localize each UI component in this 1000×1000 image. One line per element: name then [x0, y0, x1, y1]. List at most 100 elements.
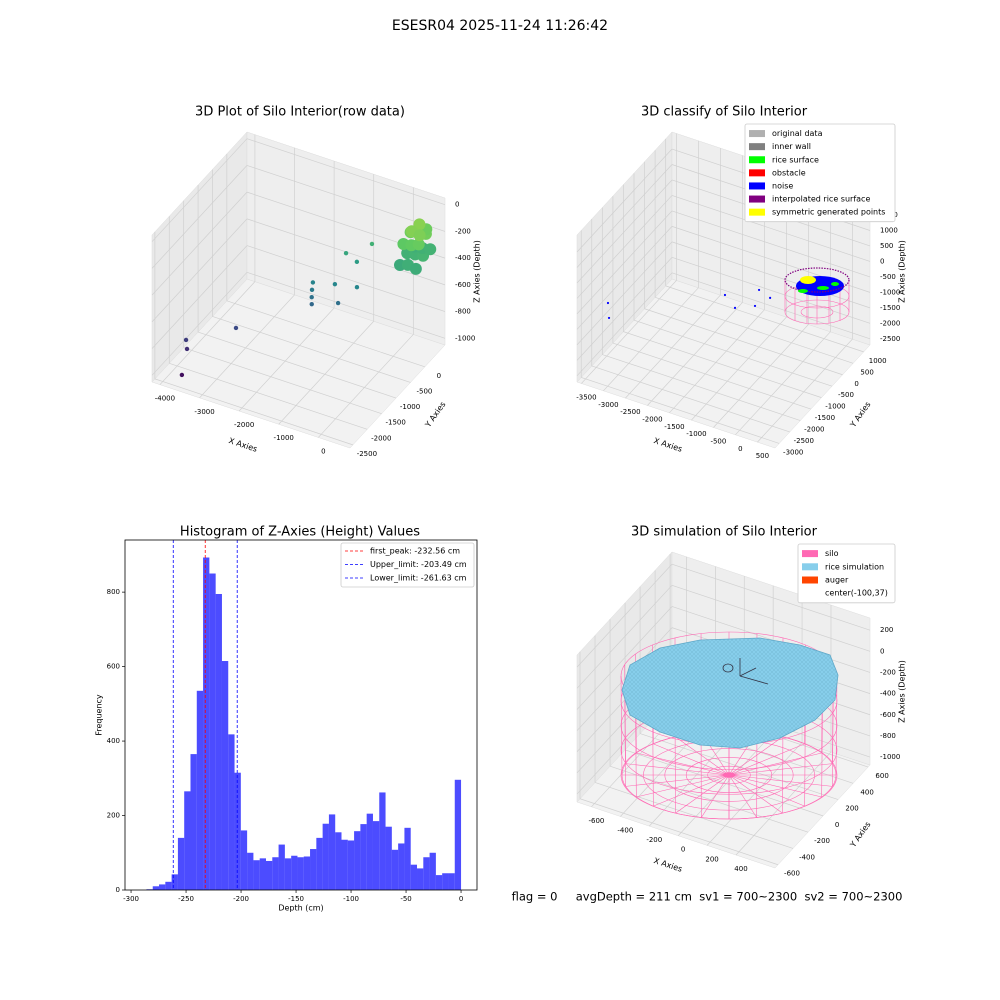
z-tick-label: -400 — [455, 254, 471, 262]
y-tick-label: -2000 — [371, 434, 391, 442]
y-tick-label: -200 — [814, 837, 830, 845]
grid-line — [576, 210, 673, 315]
y-tick-label: 1000 — [869, 357, 887, 365]
grid-line — [576, 563, 673, 668]
point — [332, 281, 338, 287]
legend-swatch — [802, 576, 818, 584]
legend-label: rice simulation — [825, 562, 884, 571]
decoration — [728, 774, 783, 814]
bar — [171, 874, 178, 890]
grid-line — [576, 627, 673, 731]
annotation: flag = 0 avgDepth = 211 cm sv1 = 700~230… — [512, 890, 903, 904]
bar — [404, 827, 411, 890]
y-tick-label: -1000 — [825, 403, 845, 411]
decoration — [621, 637, 839, 749]
bar — [196, 690, 204, 890]
y-tick-label: 400 — [107, 737, 120, 745]
y-tick-label: -400 — [799, 853, 815, 861]
decoration — [797, 543, 896, 604]
grid-line — [644, 308, 843, 376]
x-tick-label: 400 — [734, 865, 747, 873]
decoration — [340, 542, 475, 588]
grid-line — [151, 218, 248, 323]
z-tick-label: 200 — [880, 626, 893, 634]
bar — [366, 813, 373, 890]
y-tick-label: 0 — [437, 372, 441, 380]
x-axis-label: X Axies — [653, 856, 684, 874]
grid-line — [671, 563, 871, 631]
bar — [165, 881, 172, 890]
y-axis-label: Y Axies — [423, 400, 448, 430]
y-tick-label: -3000 — [783, 448, 803, 456]
grid-line — [671, 272, 871, 340]
z-tick-label: -1000 — [880, 288, 900, 296]
grid-line — [246, 271, 446, 339]
decoration — [722, 663, 734, 673]
grid-line — [318, 334, 414, 438]
grid-line — [151, 272, 248, 376]
bar — [410, 864, 418, 890]
z-tick-label: -800 — [880, 732, 896, 740]
grid-line — [576, 195, 673, 299]
y-tick-label: 0 — [835, 821, 839, 829]
legend-swatch — [749, 169, 765, 177]
grid-line — [159, 281, 256, 385]
decoration — [246, 131, 446, 346]
point — [309, 287, 315, 293]
point — [607, 316, 611, 320]
grid-line — [677, 732, 774, 836]
grid-line — [602, 354, 801, 421]
point — [369, 241, 375, 247]
x-tick-label: -200 — [646, 836, 662, 844]
x-tick-label: -4000 — [155, 395, 175, 403]
grid-line — [151, 138, 248, 242]
y-tick-label: -600 — [784, 870, 800, 878]
grid-line — [735, 751, 832, 856]
grid-line — [757, 338, 853, 443]
decoration — [653, 774, 730, 807]
bar — [303, 856, 311, 890]
legend-swatch — [802, 563, 818, 571]
bar — [221, 661, 229, 890]
point — [413, 218, 426, 231]
grid-line — [576, 164, 673, 268]
y-tick-label: 400 — [860, 788, 873, 796]
x-tick-label: 500 — [756, 452, 769, 460]
y-tick-label: -500 — [838, 391, 854, 399]
grid-line — [151, 245, 248, 349]
y-tick-label: 600 — [875, 772, 888, 780]
bar — [435, 875, 443, 890]
legend-swatch — [749, 143, 765, 151]
grid-line — [581, 280, 677, 384]
bar — [442, 873, 449, 890]
bar — [152, 886, 160, 890]
x-tick-label: -300 — [123, 895, 139, 903]
y-axis-label: Frequency — [95, 694, 104, 736]
z-tick-label: 0 — [455, 201, 459, 209]
point — [723, 293, 727, 297]
bar — [423, 857, 430, 890]
point — [412, 238, 425, 251]
z-tick-label: 0 — [880, 257, 884, 265]
bar — [209, 573, 216, 890]
grid-line — [671, 195, 871, 262]
legend-label: first_peak: -232.56 cm — [370, 547, 460, 556]
bar — [272, 857, 279, 890]
grid-line — [226, 300, 425, 368]
y-tick-label: -2500 — [794, 437, 814, 445]
legend-label: Lower_limit: -261.63 cm — [370, 574, 467, 583]
decoration — [701, 774, 730, 818]
grid-line — [594, 782, 794, 849]
x-tick-label: -150 — [288, 895, 304, 903]
grid-line — [735, 331, 831, 436]
grid-line — [713, 324, 809, 428]
decoration — [728, 743, 805, 776]
grid-line — [603, 287, 699, 392]
grid-line — [576, 226, 673, 330]
bar — [234, 772, 241, 890]
x-tick-label: -1000 — [274, 434, 294, 442]
x-tick-label: -1000 — [686, 430, 706, 438]
legend-label: obstacle — [772, 168, 806, 177]
grid-line — [625, 294, 721, 399]
